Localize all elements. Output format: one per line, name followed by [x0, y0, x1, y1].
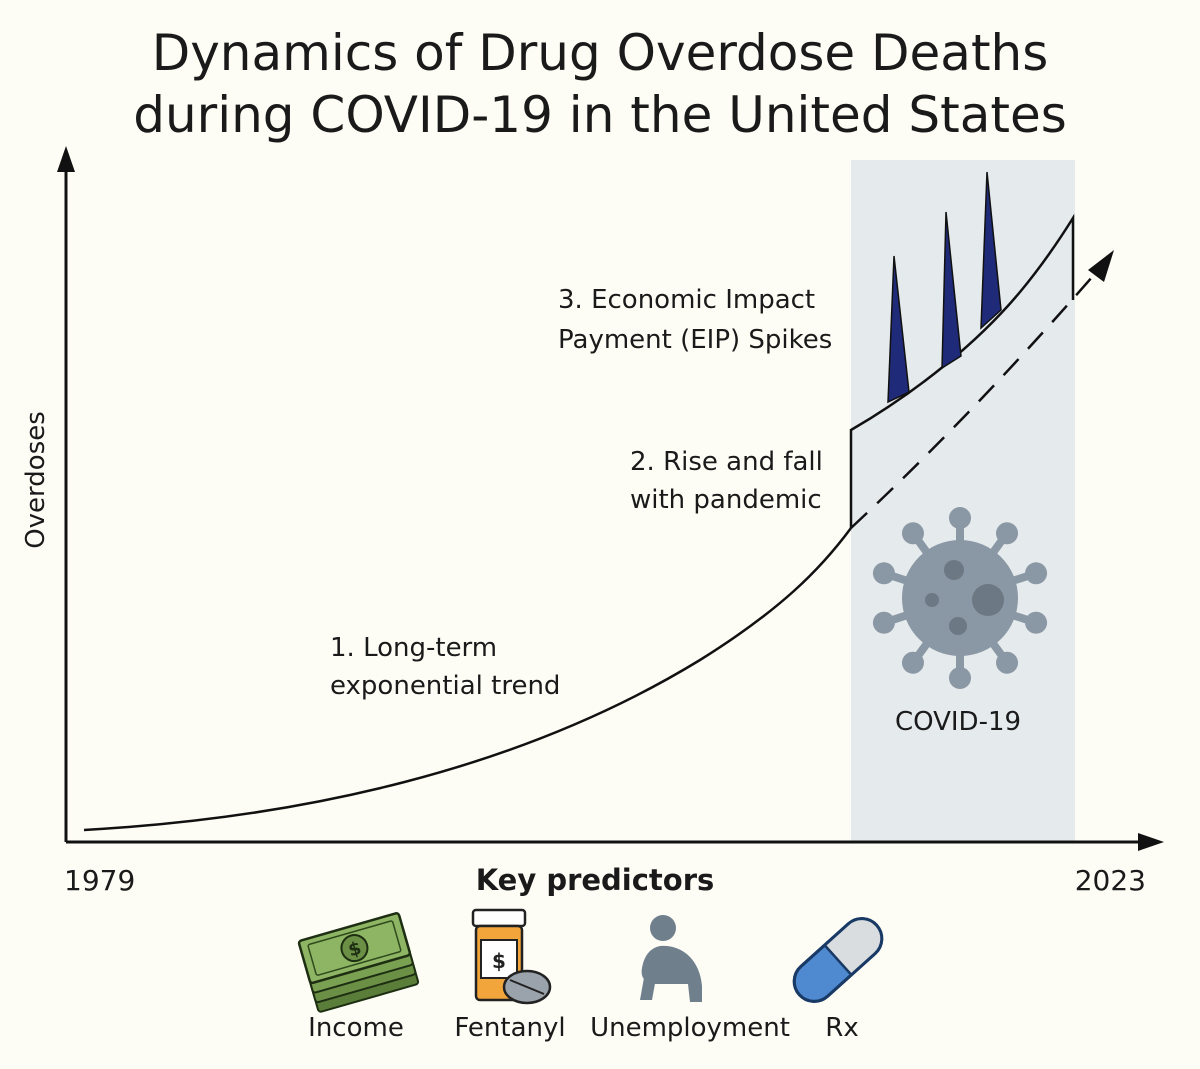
x-axis-arrow [1138, 833, 1164, 851]
predictor-label-income: Income [308, 1013, 404, 1043]
trend-annotation-line-1: 1. Long-term [330, 633, 497, 663]
trend-annotation: 1. Long-term exponential trend [330, 633, 560, 701]
title-line-2: during COVID-19 in the United States [133, 86, 1067, 144]
svg-text:$: $ [346, 938, 364, 962]
eip-annotation-line-2: Payment (EIP) Spikes [558, 325, 832, 355]
eip-spike-3 [980, 171, 1002, 330]
eip-spike-2 [941, 211, 962, 370]
projection-arrow [1088, 250, 1114, 282]
y-axis-label: Overdoses [21, 411, 51, 549]
predictor-label-unemployment: Unemployment [590, 1013, 790, 1043]
money-stack-icon: $ [297, 912, 420, 1013]
y-axis-arrow [57, 146, 75, 172]
capsule-icon [792, 917, 884, 1003]
x-axis-end-label: 2023 [1075, 864, 1146, 897]
pandemic-annotation-line-2: with pandemic [630, 485, 822, 515]
svg-text:$: $ [492, 949, 506, 973]
key-predictors-heading: Key predictors [476, 863, 715, 897]
x-axis-start-label: 1979 [64, 864, 135, 897]
title-line-1: Dynamics of Drug Overdose Deaths [151, 24, 1049, 82]
virus-icon [872, 507, 1048, 689]
covid-label: COVID-19 [895, 707, 1021, 737]
pandemic-annotation-line-1: 2. Rise and fall [630, 447, 823, 477]
eip-spike-1 [887, 255, 910, 404]
pill-bottle-icon: $ [471, 908, 552, 1005]
eip-annotation: 3. Economic Impact Payment (EIP) Spikes [558, 285, 832, 355]
pandemic-annotation: 2. Rise and fall with pandemic [630, 447, 831, 515]
pandemic-rise-line [849, 213, 1075, 528]
predictor-label-rx: Rx [825, 1013, 858, 1043]
covid-region [851, 160, 1075, 842]
projected-trend-dashed-line [850, 267, 1101, 529]
predictor-label-fentanyl: Fentanyl [454, 1013, 565, 1043]
exponential-trend-line [83, 527, 853, 832]
sitting-person-icon [640, 915, 702, 1002]
trend-annotation-line-2: exponential trend [330, 671, 560, 701]
page-title: Dynamics of Drug Overdose Deaths during … [0, 22, 1200, 146]
eip-annotation-line-1: 3. Economic Impact [558, 285, 815, 315]
